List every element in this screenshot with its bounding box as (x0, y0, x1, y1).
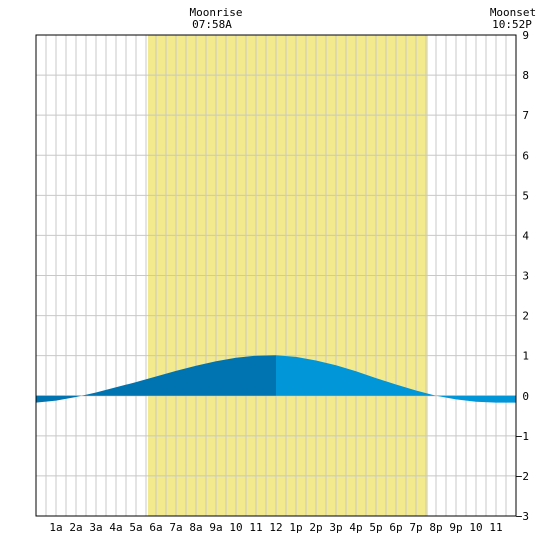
x-tick-label: 8p (429, 521, 442, 534)
plot-frame (35, 34, 517, 517)
x-tick-label: 3a (89, 521, 102, 534)
x-tick-label: 7a (169, 521, 182, 534)
x-tick-label: 1p (289, 521, 302, 534)
moonrise-label: Moonrise (190, 6, 243, 19)
x-tick-label: 5a (129, 521, 142, 534)
x-tick-label: 2p (309, 521, 322, 534)
x-tick-label: 4p (349, 521, 362, 534)
tide-area-falling (276, 355, 516, 403)
y-tick-label: 4 (522, 229, 529, 242)
x-tick-label: 11 (249, 521, 262, 534)
y-tick-label: 8 (522, 69, 529, 82)
x-tick-label: 11 (489, 521, 502, 534)
tide-area-rising (36, 355, 276, 403)
x-tick-label: 3p (329, 521, 342, 534)
x-tick-label: 9a (209, 521, 222, 534)
x-tick-label: 9p (449, 521, 462, 534)
moonset-time: 10:52P (492, 18, 532, 31)
x-tick-label: 7p (409, 521, 422, 534)
y-tick-label: 6 (522, 149, 529, 162)
x-tick-label: 6a (149, 521, 162, 534)
y-tick-label: 9 (522, 29, 529, 42)
x-tick-label: 10 (469, 521, 482, 534)
moonset-label: Moonset (490, 6, 536, 19)
x-tick-label: 8a (189, 521, 202, 534)
y-tick-label: 0 (522, 390, 529, 403)
x-tick-label: 10 (229, 521, 242, 534)
x-tick-label: 6p (389, 521, 402, 534)
y-tick-label: 2 (522, 310, 529, 323)
moonrise-time: 07:58A (192, 18, 232, 31)
x-tick-label: 12 (269, 521, 282, 534)
y-tick-label: 1 (522, 350, 529, 363)
x-tick-label: 1a (49, 521, 62, 534)
x-tick-label: 2a (69, 521, 82, 534)
y-tick-label: 5 (522, 189, 529, 202)
y-tick-label: 3 (522, 270, 529, 283)
x-tick-label: 5p (369, 521, 382, 534)
y-tick-label: −1 (516, 430, 529, 443)
y-tick-label: 7 (522, 109, 529, 122)
y-tick-label: −3 (516, 510, 529, 523)
x-tick-label: 4a (109, 521, 122, 534)
y-tick-label: −2 (516, 470, 529, 483)
